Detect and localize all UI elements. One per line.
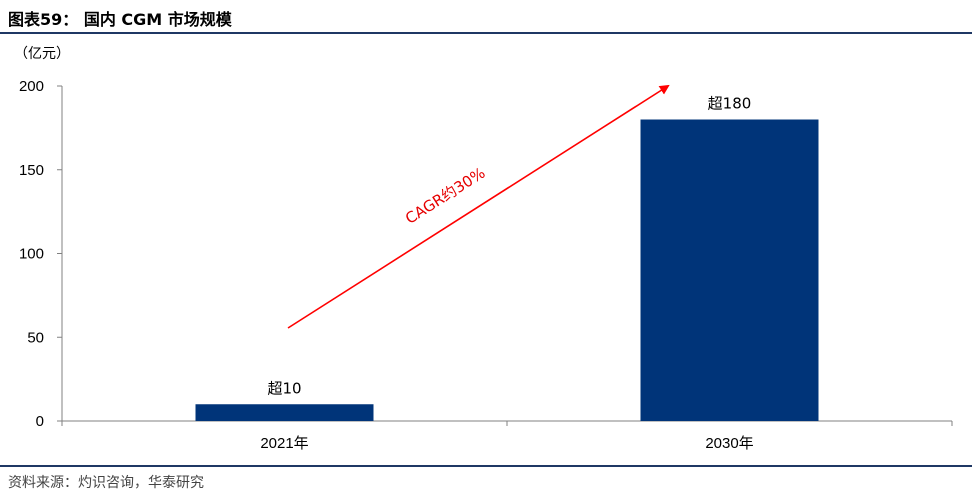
data-label: 超10 xyxy=(267,379,301,397)
source-rule xyxy=(0,465,972,467)
bar-2030年 xyxy=(640,119,819,421)
y-tick-label: 200 xyxy=(19,78,44,95)
data-label: 超180 xyxy=(708,95,752,113)
y-unit-label: （亿元） xyxy=(14,46,70,62)
x-tick-label: 2021年 xyxy=(260,435,308,452)
chart-title: 图表59： 国内 CGM 市场规模 xyxy=(8,10,232,29)
cagr-arrow: CAGR约30% xyxy=(287,84,670,329)
y-tick-label: 0 xyxy=(36,413,44,430)
bar-group: 超10 超180 xyxy=(195,95,819,421)
y-tick-label: 150 xyxy=(19,162,44,179)
cagr-arrow-line xyxy=(287,84,670,329)
source-note: 资料来源：灼识咨询，华泰研究 xyxy=(8,475,204,491)
title-rule xyxy=(0,32,972,34)
cagr-annotation: CAGR约30% xyxy=(402,164,488,228)
x-label-group: 2021年 2030年 xyxy=(61,421,953,452)
y-tick-label: 50 xyxy=(27,329,44,346)
y-tick-group: 0 50 100 150 200 xyxy=(19,78,62,430)
x-tick-label: 2030年 xyxy=(705,435,753,452)
bar-2021年 xyxy=(195,404,374,421)
y-tick-label: 100 xyxy=(19,246,44,263)
